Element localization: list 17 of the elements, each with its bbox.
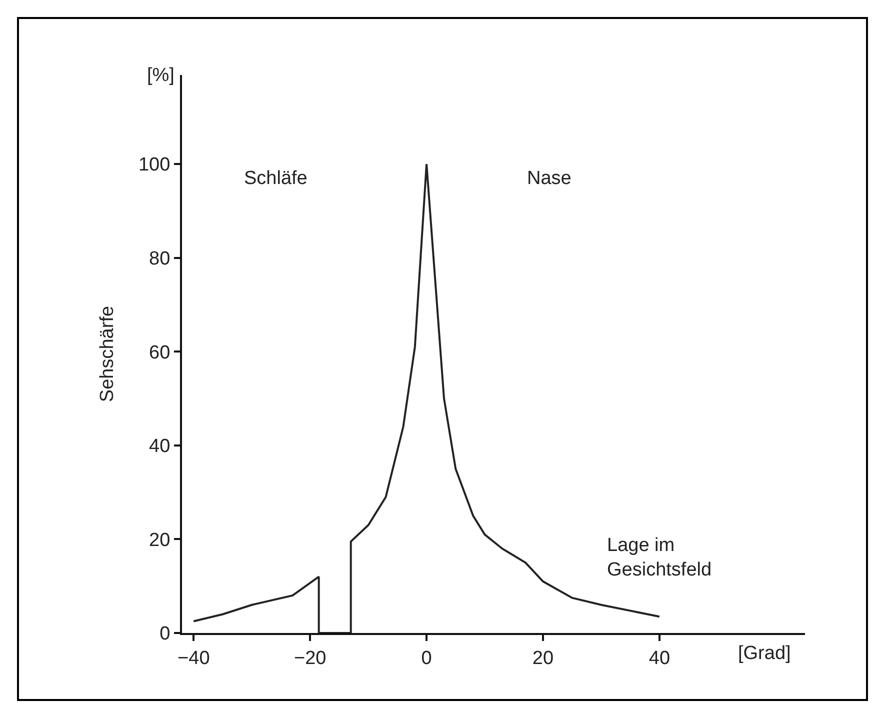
y-tick-label: 0	[160, 624, 170, 645]
y-tick-label: 80	[149, 248, 170, 270]
annotation: Schläfe	[244, 168, 308, 189]
annotation: Lage im Gesichtsfeld	[607, 535, 712, 581]
x-axis-title: [Grad]	[738, 643, 791, 664]
y-tick-label: 40	[149, 436, 170, 458]
text: [%]	[147, 65, 174, 86]
x-tick-label: 0	[421, 648, 432, 669]
y-axis-title: Sehschärfe	[96, 306, 118, 402]
annotation: Nase	[527, 168, 572, 189]
x-tick-label: −20	[294, 648, 326, 669]
x-tick-label: −40	[178, 648, 210, 669]
x-tick-label: 20	[532, 648, 554, 669]
y-tick-label: 100	[138, 154, 170, 176]
x-tick-label: 40	[648, 648, 670, 669]
y-tick-label: 20	[149, 530, 170, 551]
y-tick-label: 60	[149, 342, 170, 364]
